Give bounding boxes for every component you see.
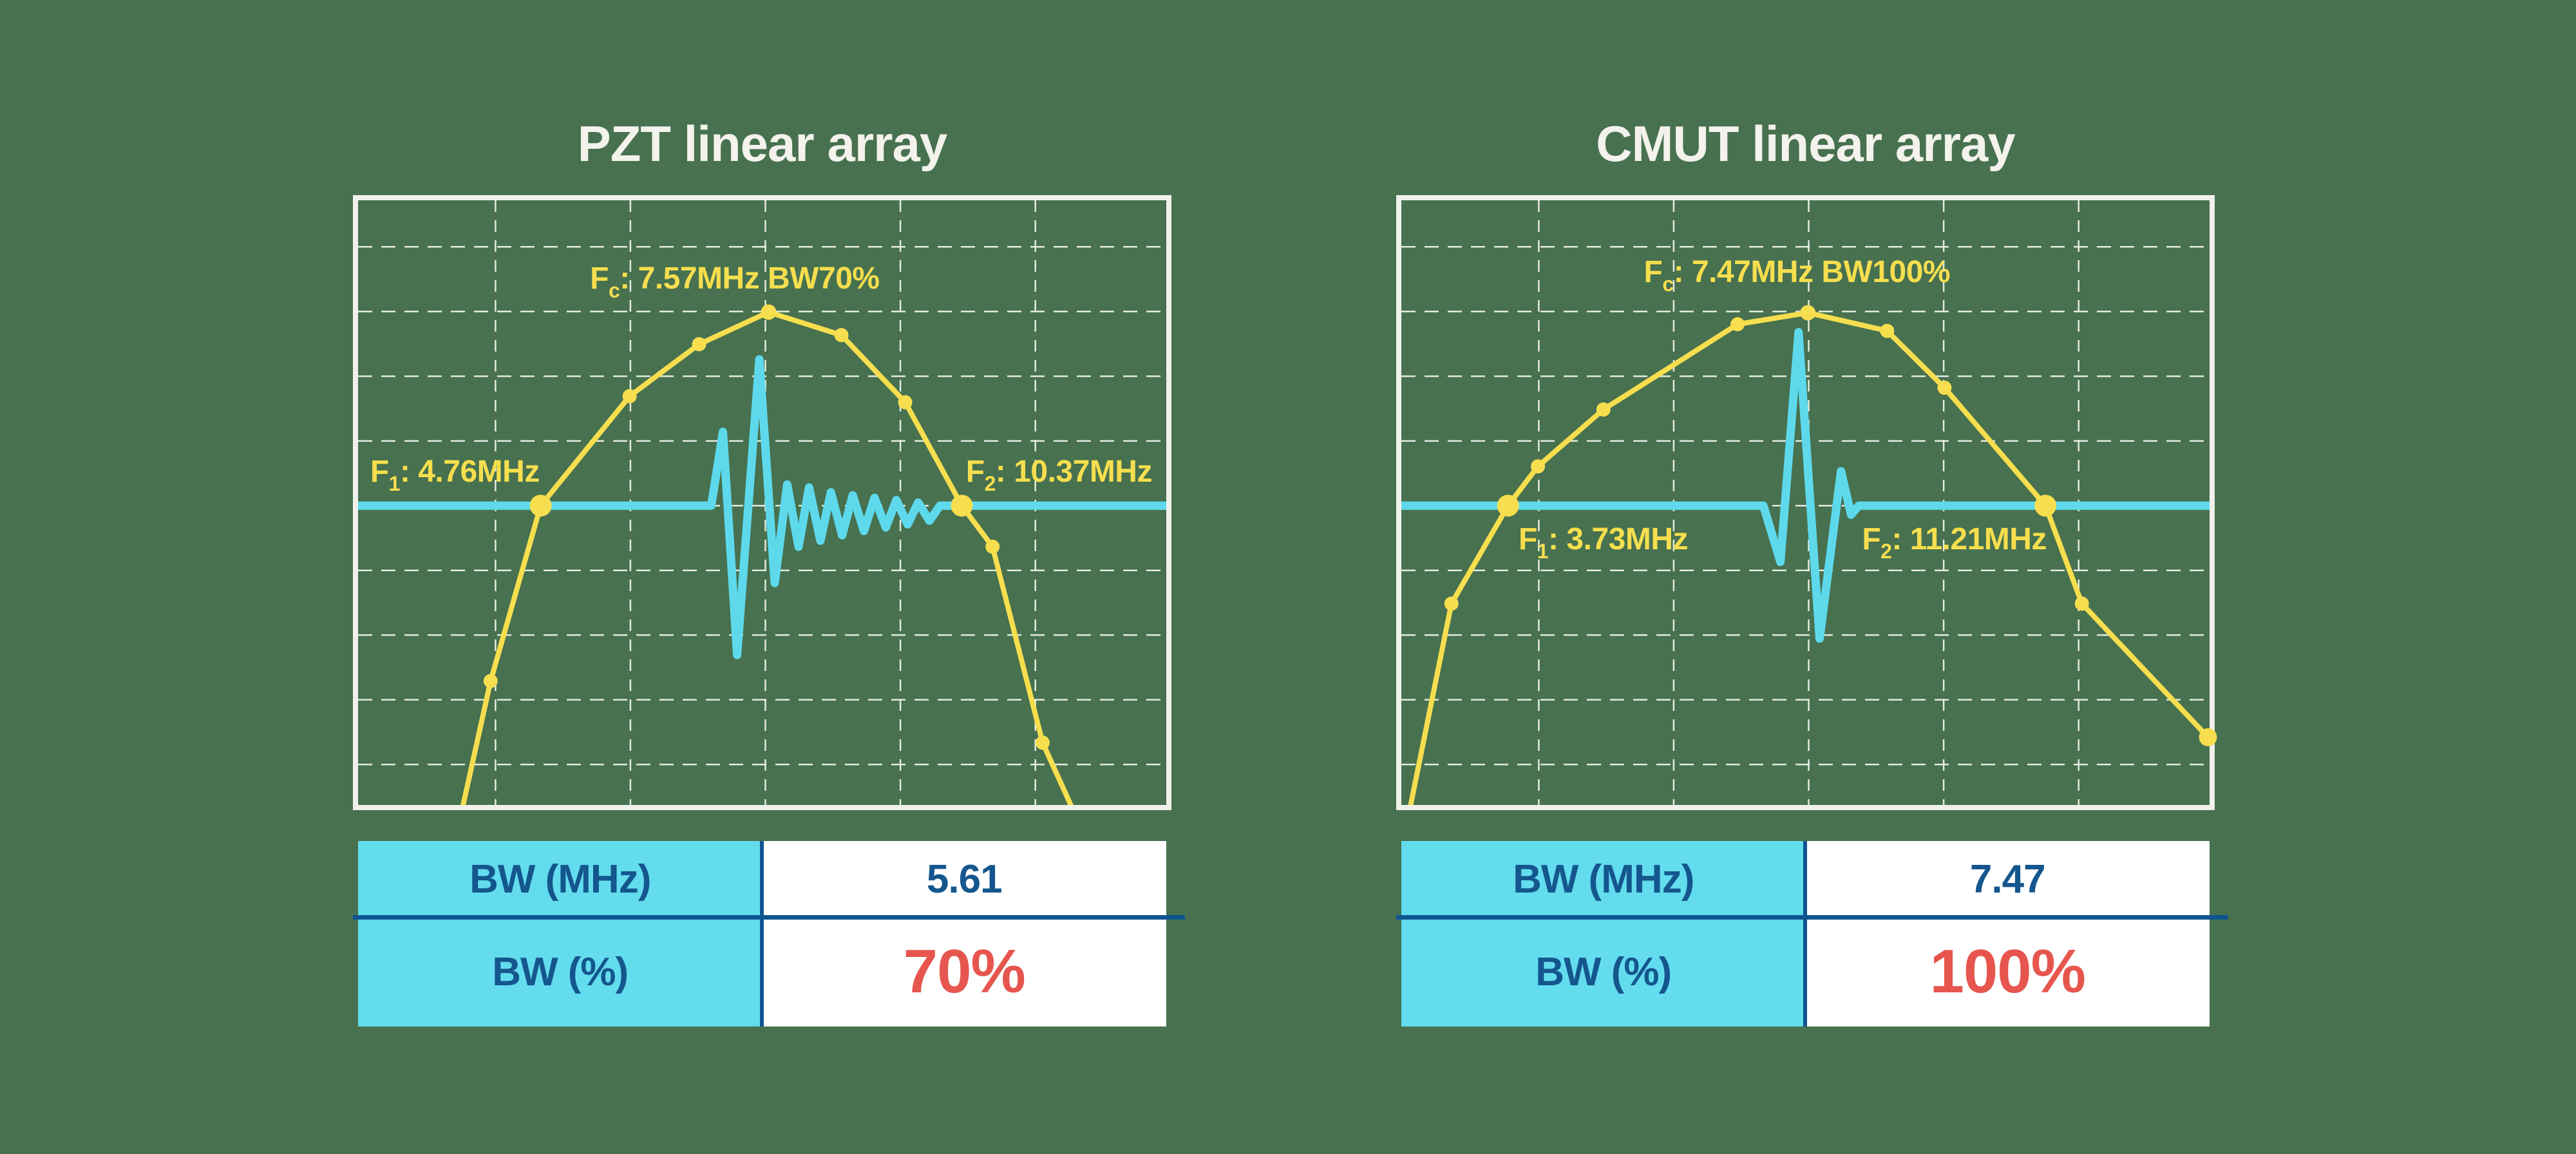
table-row: BW (%) 70%	[358, 917, 1166, 1026]
bw-mhz-header-cell: BW (MHz)	[1401, 841, 1806, 917]
pzt-bandwidth-table: BW (MHz) 5.61 BW (%) 70%	[353, 841, 1185, 1026]
cmut-f2-label: F2: 11.21MHz	[1862, 522, 2047, 563]
bw-mhz-value-cell: 5.61	[762, 841, 1166, 917]
cmut-spectrum-svg	[1401, 200, 2217, 805]
cmut-panel-title: CMUT linear array	[1596, 115, 2016, 172]
cmut-spectrum-plot: Fc: 7.47MHz BW100% F1: 3.73MHz F2: 11.21…	[1396, 195, 2217, 810]
cmut-bandwidth-table: BW (MHz) 7.47 BW (%) 100%	[1396, 841, 2228, 1026]
table-column-divider	[760, 841, 764, 1026]
table-row: BW (%) 100%	[1401, 917, 2210, 1026]
table-row-divider	[353, 915, 1185, 920]
pzt-spectrum-plot: Fc: 7.57MHz BW70% F1: 4.76MHz F2: 10.37M…	[353, 195, 1171, 810]
cmut-f1-label: F1: 3.73MHz	[1518, 522, 1689, 563]
pzt-f2-label: F2: 10.37MHz	[965, 455, 1153, 496]
table-column-divider	[1803, 841, 1807, 1026]
pzt-panel-title: PZT linear array	[577, 115, 948, 172]
bw-pct-header-cell: BW (%)	[1401, 917, 1806, 1026]
bw-pct-header-cell: BW (%)	[358, 917, 762, 1026]
bw-pct-value-cell: 70%	[762, 917, 1166, 1026]
pzt-f1-label: F1: 4.76MHz	[370, 455, 540, 496]
bw-mhz-header-cell: BW (MHz)	[358, 841, 762, 917]
pzt-center-frequency-label: Fc: 7.57MHz BW70%	[590, 261, 880, 302]
pzt-spectrum-svg	[358, 200, 1166, 805]
bw-pct-value-cell: 100%	[1805, 917, 2210, 1026]
cmut-center-frequency-label: Fc: 7.47MHz BW100%	[1643, 255, 1951, 296]
bw-mhz-value-cell: 7.47	[1805, 841, 2210, 917]
table-row: BW (MHz) 7.47	[1401, 841, 2210, 917]
table-row: BW (MHz) 5.61	[358, 841, 1166, 917]
table-row-divider	[1396, 915, 2228, 920]
